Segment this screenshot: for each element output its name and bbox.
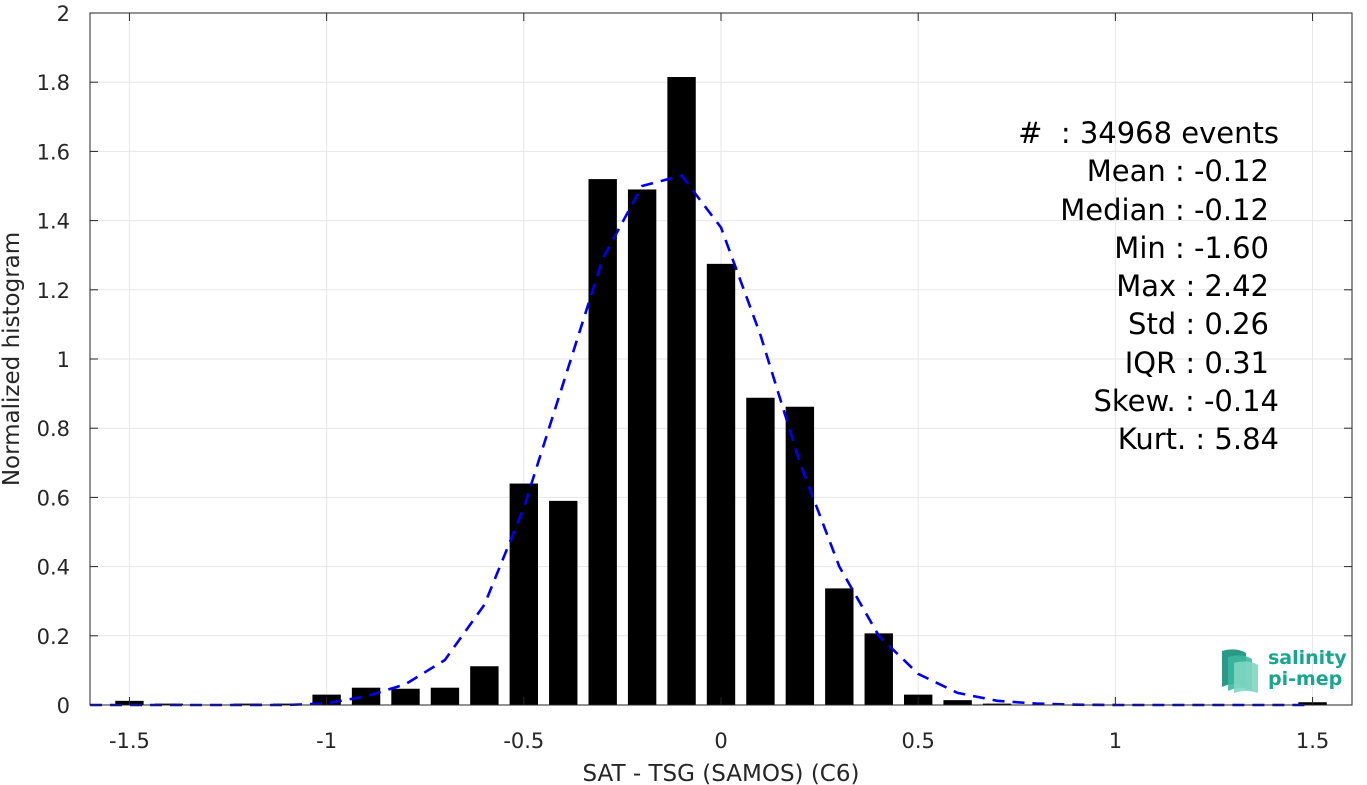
- y-tick-label: 1.6: [37, 140, 70, 164]
- histogram-bar: [470, 666, 499, 705]
- histogram-bar: [864, 633, 893, 705]
- y-tick-label: 0.8: [37, 417, 70, 441]
- stat-std: Std : 0.26: [1128, 307, 1269, 342]
- y-tick-label: 1.8: [37, 71, 70, 95]
- stat-iqr: IQR : 0.31: [1124, 345, 1269, 380]
- stat-min: Min : -1.60: [1114, 230, 1269, 265]
- stat-skew: Skew. : -0.14: [1093, 384, 1279, 419]
- stat-kurt: Kurt. : 5.84: [1117, 422, 1279, 457]
- statistics-box: # : 34968 events Mean : -0.12 Median : -…: [1018, 114, 1279, 459]
- y-tick-label: 0.4: [37, 556, 70, 580]
- histogram-bar: [272, 703, 302, 705]
- x-axis-label: SAT - TSG (SAMOS) (C6): [583, 761, 860, 785]
- histogram-bar: [706, 263, 736, 705]
- x-tick-label: -0.5: [503, 729, 544, 753]
- histogram-bar: [982, 703, 1012, 705]
- y-axis-ticks: 0 0.2 0.4 0.6 0.8 1 1.2 1.4 1.6 1.8 2: [37, 2, 1352, 718]
- histogram-bar: [351, 687, 381, 705]
- salinity-pimep-logo: salinity pi-mep: [1216, 647, 1347, 695]
- histogram-bar: [430, 687, 460, 705]
- histogram-bar: [509, 483, 539, 705]
- logo-line1: salinity: [1268, 647, 1347, 669]
- y-tick-label: 1.2: [37, 279, 70, 303]
- y-tick-label: 2: [57, 2, 70, 26]
- x-tick-label: -1.5: [109, 729, 150, 753]
- x-tick-label: -1: [316, 729, 337, 753]
- bars: [115, 77, 1327, 705]
- histogram-bar: [667, 77, 696, 705]
- x-tick-label: 1.5: [1296, 729, 1329, 753]
- histogram-bar: [391, 688, 420, 705]
- histogram-bar: [588, 179, 617, 705]
- y-tick-label: 0: [57, 694, 70, 718]
- histogram-bar: [825, 588, 854, 705]
- logo-waves-icon: [1222, 649, 1258, 693]
- y-tick-label: 1: [57, 348, 70, 372]
- histogram-bar: [154, 703, 184, 705]
- histogram-bar: [746, 397, 775, 705]
- x-tick-label: 0: [714, 729, 727, 753]
- histogram-bar: [233, 703, 262, 705]
- stat-median: Median : -0.12: [1060, 192, 1269, 227]
- y-tick-label: 0.2: [37, 625, 70, 649]
- stat-count: # : 34968 events: [1018, 116, 1279, 150]
- stat-max: Max : 2.42: [1116, 269, 1269, 304]
- logo-line2: pi-mep: [1268, 668, 1343, 690]
- x-tick-label: 1: [1109, 729, 1122, 753]
- histogram-bar: [549, 500, 578, 705]
- y-axis-label: Normalized histogram: [0, 232, 25, 486]
- histogram-bar: [943, 700, 972, 705]
- y-tick-label: 0.6: [37, 486, 70, 510]
- stat-mean: Mean : -0.12: [1086, 154, 1269, 189]
- histogram-bar: [627, 189, 657, 705]
- y-tick-label: 1.4: [37, 210, 70, 234]
- histogram-bar: [785, 406, 815, 705]
- x-tick-label: 0.5: [901, 729, 934, 753]
- x-axis-ticks: -1.5 -1 -0.5 0 0.5 1 1.5: [109, 13, 1329, 753]
- logo-text: salinity pi-mep: [1268, 648, 1347, 690]
